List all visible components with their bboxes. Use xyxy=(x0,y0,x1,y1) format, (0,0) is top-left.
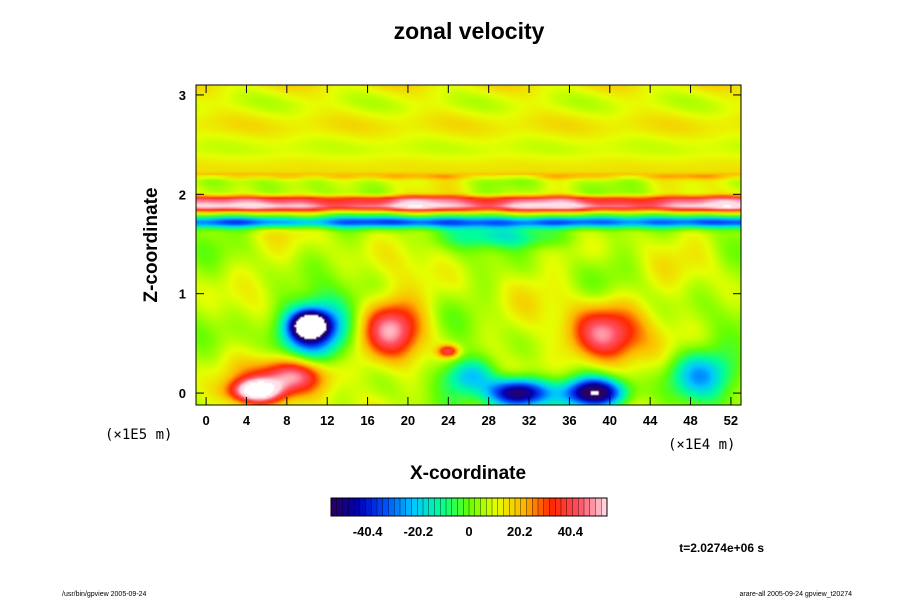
x-tick-label: 8 xyxy=(283,413,290,428)
x-tick-label: 40 xyxy=(603,413,617,428)
x-tick-label: 16 xyxy=(360,413,374,428)
x-tick-label: 12 xyxy=(320,413,334,428)
plot-frame xyxy=(195,84,742,406)
y-axis-title: Z-coordinate xyxy=(141,187,162,302)
colorbar: -40.4 -20.2 0 20.2 40.4 xyxy=(330,497,608,539)
x-tick-label: 36 xyxy=(562,413,576,428)
x-tick-label: 24 xyxy=(441,413,456,428)
y-scale-label: (×1E5 m) xyxy=(105,427,172,443)
x-scale-label: (×1E4 m) xyxy=(668,437,735,453)
plot-area xyxy=(195,84,742,406)
x-tick-label: 4 xyxy=(243,413,251,428)
y-tick-label: 2 xyxy=(179,187,186,202)
y-tick-label: 0 xyxy=(179,386,186,401)
heatmap-field xyxy=(196,85,741,405)
footer-right: arare-all 2005-09-24 gpview_t20274 xyxy=(740,591,853,598)
x-tick-label: 48 xyxy=(683,413,697,428)
x-axis-title: X-coordinate xyxy=(410,463,526,484)
colorbar-ticks: -40.4 -20.2 0 20.2 40.4 xyxy=(330,498,608,539)
x-axis: 0 4 8 12 16 20 24 28 32 36 40 44 48 52 xyxy=(202,85,738,428)
y-tick-label: 1 xyxy=(179,287,186,302)
x-tick-label: 28 xyxy=(481,413,495,428)
colorbar-tick-label: -40.4 xyxy=(353,524,383,539)
x-tick-label: 44 xyxy=(643,413,658,428)
y-tick-label: 3 xyxy=(179,88,186,103)
footer-left: /usr/bin/gpview 2005-09-24 xyxy=(62,591,147,598)
time-label: t=2.0274e+06 s xyxy=(679,541,764,555)
colorbar-tick-label: 20.2 xyxy=(507,524,532,539)
x-tick-label: 52 xyxy=(724,413,738,428)
colorbar-tick-label: 40.4 xyxy=(558,524,584,539)
x-tick-label: 0 xyxy=(202,413,209,428)
chart-title: zonal velocity xyxy=(394,18,545,44)
colorbar-tick-label: 0 xyxy=(465,524,472,539)
x-tick-label: 20 xyxy=(401,413,415,428)
y-axis: 0 1 2 3 xyxy=(179,88,741,401)
x-tick-label: 32 xyxy=(522,413,536,428)
colorbar-tick-label: -20.2 xyxy=(403,524,433,539)
